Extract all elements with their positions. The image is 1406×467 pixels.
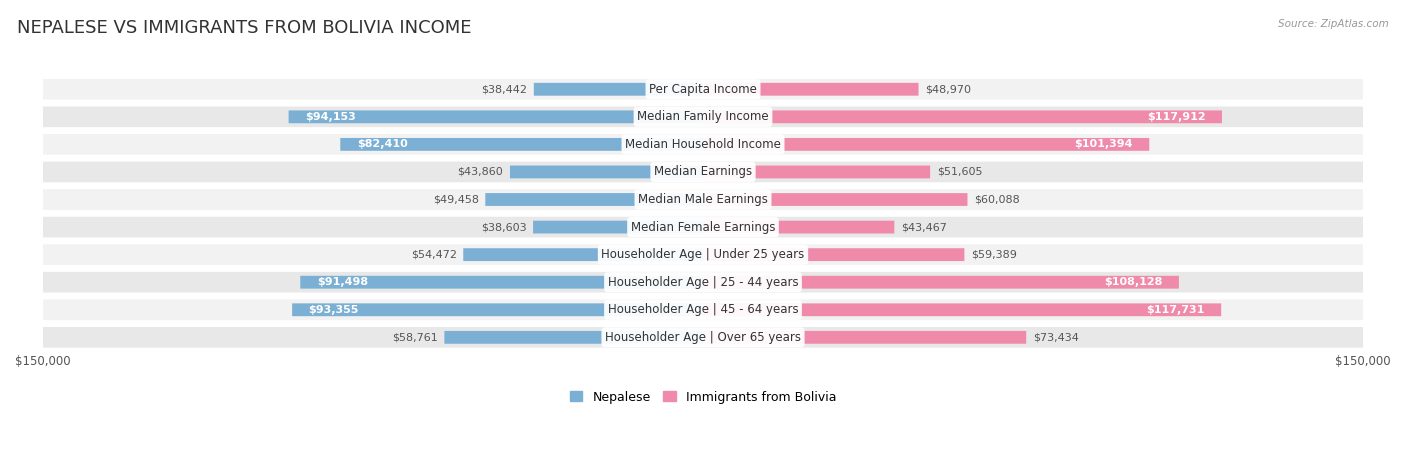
FancyBboxPatch shape <box>3 299 1403 320</box>
Text: $60,088: $60,088 <box>974 195 1019 205</box>
Text: Median Household Income: Median Household Income <box>626 138 780 151</box>
FancyBboxPatch shape <box>703 248 965 261</box>
Text: $38,442: $38,442 <box>481 84 527 94</box>
FancyBboxPatch shape <box>340 138 703 151</box>
FancyBboxPatch shape <box>292 304 703 316</box>
Text: $108,128: $108,128 <box>1104 277 1163 287</box>
Text: Source: ZipAtlas.com: Source: ZipAtlas.com <box>1278 19 1389 28</box>
FancyBboxPatch shape <box>703 138 1149 151</box>
Text: $49,458: $49,458 <box>433 195 478 205</box>
FancyBboxPatch shape <box>3 272 1403 292</box>
Text: Median Earnings: Median Earnings <box>654 165 752 178</box>
FancyBboxPatch shape <box>3 134 1403 155</box>
FancyBboxPatch shape <box>3 162 1403 182</box>
Text: $101,394: $101,394 <box>1074 139 1133 149</box>
FancyBboxPatch shape <box>463 248 703 261</box>
FancyBboxPatch shape <box>3 106 1403 127</box>
Text: Householder Age | 45 - 64 years: Householder Age | 45 - 64 years <box>607 303 799 316</box>
Text: $58,761: $58,761 <box>392 333 437 342</box>
Text: $54,472: $54,472 <box>411 250 457 260</box>
Text: NEPALESE VS IMMIGRANTS FROM BOLIVIA INCOME: NEPALESE VS IMMIGRANTS FROM BOLIVIA INCO… <box>17 19 471 37</box>
FancyBboxPatch shape <box>3 244 1403 265</box>
Text: Per Capita Income: Per Capita Income <box>650 83 756 96</box>
Text: Median Female Earnings: Median Female Earnings <box>631 220 775 234</box>
Text: $93,355: $93,355 <box>309 305 359 315</box>
Text: $117,912: $117,912 <box>1147 112 1205 122</box>
Text: Householder Age | 25 - 44 years: Householder Age | 25 - 44 years <box>607 276 799 289</box>
Text: $91,498: $91,498 <box>316 277 368 287</box>
Legend: Nepalese, Immigrants from Bolivia: Nepalese, Immigrants from Bolivia <box>565 386 841 409</box>
Text: Median Family Income: Median Family Income <box>637 110 769 123</box>
Text: $73,434: $73,434 <box>1033 333 1078 342</box>
Text: $51,605: $51,605 <box>936 167 983 177</box>
Text: $43,860: $43,860 <box>457 167 503 177</box>
FancyBboxPatch shape <box>3 79 1403 99</box>
Text: $48,970: $48,970 <box>925 84 972 94</box>
Text: Householder Age | Over 65 years: Householder Age | Over 65 years <box>605 331 801 344</box>
FancyBboxPatch shape <box>703 83 918 96</box>
FancyBboxPatch shape <box>703 165 931 178</box>
Text: $38,603: $38,603 <box>481 222 526 232</box>
FancyBboxPatch shape <box>703 221 894 234</box>
FancyBboxPatch shape <box>510 165 703 178</box>
FancyBboxPatch shape <box>288 110 703 123</box>
FancyBboxPatch shape <box>3 189 1403 210</box>
FancyBboxPatch shape <box>533 221 703 234</box>
Text: Median Male Earnings: Median Male Earnings <box>638 193 768 206</box>
Text: $82,410: $82,410 <box>357 139 408 149</box>
FancyBboxPatch shape <box>485 193 703 206</box>
Text: $117,731: $117,731 <box>1146 305 1205 315</box>
FancyBboxPatch shape <box>3 327 1403 347</box>
Text: $94,153: $94,153 <box>305 112 356 122</box>
FancyBboxPatch shape <box>703 193 967 206</box>
Text: Householder Age | Under 25 years: Householder Age | Under 25 years <box>602 248 804 261</box>
FancyBboxPatch shape <box>703 331 1026 344</box>
FancyBboxPatch shape <box>703 276 1178 289</box>
FancyBboxPatch shape <box>3 217 1403 237</box>
FancyBboxPatch shape <box>444 331 703 344</box>
FancyBboxPatch shape <box>703 110 1222 123</box>
FancyBboxPatch shape <box>703 304 1222 316</box>
FancyBboxPatch shape <box>534 83 703 96</box>
Text: $43,467: $43,467 <box>901 222 946 232</box>
Text: $59,389: $59,389 <box>972 250 1017 260</box>
FancyBboxPatch shape <box>301 276 703 289</box>
